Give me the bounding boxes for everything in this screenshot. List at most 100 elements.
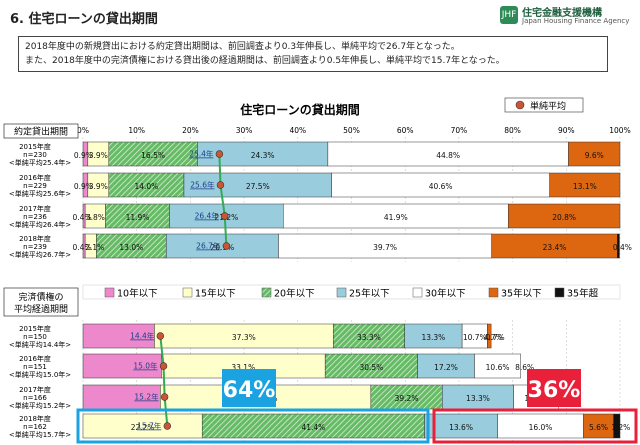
x-tick-label: 80% <box>504 126 521 135</box>
avg-value-label: 14.4年 <box>130 331 155 341</box>
row-year: 2016年度 <box>19 173 51 182</box>
section-label-repaid: 完済債権の <box>18 291 63 303</box>
highlight-value-left: 64% <box>223 378 276 403</box>
summary-line-1: 2018年度中の新規貸出における約定貸出期間は、前回調査より0.3年伸長し、単純… <box>25 42 460 52</box>
data-label: 13.3% <box>421 333 445 342</box>
x-tick-label: 40% <box>289 126 306 135</box>
jhf-logo-icon: JHF <box>500 6 518 24</box>
section-label-box <box>3 123 79 139</box>
logo: JHF 住宅金融支援機構 Japan Housing Finance Agenc… <box>500 4 638 28</box>
bar-segment <box>568 141 621 167</box>
bar-segment <box>324 353 418 379</box>
row-n: n=162 <box>23 423 47 431</box>
x-tick-label: 100% <box>609 126 630 135</box>
x-tick-label: 50% <box>343 126 360 135</box>
data-label: 4.7% <box>484 333 503 342</box>
highlight-box-left <box>76 408 430 444</box>
data-label: 13.6% <box>449 423 473 432</box>
avg-value-label: 25.4年 <box>189 149 214 159</box>
row-average-text: <単純平均15.0年> <box>9 370 71 379</box>
bar-segment <box>283 203 509 229</box>
avg-value-label: 15.2年 <box>134 392 159 402</box>
legend-label: 20年以下 <box>274 288 315 300</box>
data-label: 16.5% <box>141 151 165 160</box>
avg-marker <box>159 362 168 370</box>
avg-value-label: 25.6年 <box>190 180 215 190</box>
row-average-text: <単純平均25.4年> <box>9 158 71 167</box>
data-label: 27.5% <box>246 182 270 191</box>
row-n: n=150 <box>23 333 47 341</box>
data-label: 40.6% <box>429 182 453 191</box>
bar-segment <box>108 172 185 198</box>
avg-value-label: 26.4年 <box>195 211 220 221</box>
data-label: 37.3% <box>232 333 256 342</box>
bar-segment <box>442 384 514 410</box>
data-label: 10.7% <box>463 333 487 342</box>
avg-marker <box>156 332 165 340</box>
bar-segment <box>96 233 167 259</box>
x-tick-label: 70% <box>451 126 468 135</box>
legend-swatch <box>104 287 115 298</box>
row-n: n=230 <box>23 151 47 159</box>
data-label: 0.4% <box>613 243 632 252</box>
avg-legend-box <box>504 97 584 113</box>
bar-segment <box>278 233 492 259</box>
data-label: 0.9% <box>74 182 93 191</box>
row-average-text: <単純平均25.6年> <box>9 189 71 198</box>
bar-segment <box>82 353 162 379</box>
highlight-badge-right <box>527 369 581 407</box>
bar-segment <box>327 141 569 167</box>
data-label: 0.4% <box>73 243 92 252</box>
row-average-text: <単純平均15.7年> <box>9 430 71 439</box>
legend-label: 35年超 <box>567 288 599 300</box>
row-n: n=236 <box>23 213 47 221</box>
legend-label: 30年以下 <box>425 288 466 300</box>
bar-segment <box>82 384 161 410</box>
bar-segment <box>331 172 550 198</box>
highlight-box-right <box>432 408 638 444</box>
data-label: 13.1% <box>573 182 597 191</box>
page-title: 6. 住宅ローンの貸出期間 <box>10 12 158 27</box>
avg-trend-line <box>159 335 169 427</box>
legend-swatch <box>412 287 423 298</box>
section-label-repaid: 平均経過期間 <box>14 303 68 315</box>
x-tick-label: 20% <box>182 126 199 135</box>
summary-line-2: また、2018年度中の完済債権における貸出後の経過期間は、前回調査より0.5年伸… <box>25 56 505 66</box>
logo-name-en: Japan Housing Finance Agency <box>522 17 630 25</box>
legend-swatch <box>336 287 347 298</box>
row-year: 2017年度 <box>19 385 51 394</box>
data-label: 17.2% <box>434 363 458 372</box>
data-label: 16.0% <box>529 423 553 432</box>
avg-value-label: 26.7年 <box>196 241 221 251</box>
row-average-text: <単純平均15.2年> <box>9 401 71 410</box>
legend-label: 15年以下 <box>195 288 236 300</box>
bar-segment <box>617 233 620 259</box>
legend-swatch <box>488 287 499 298</box>
section-label-box <box>3 287 79 317</box>
data-label: 10.6% <box>486 363 510 372</box>
row-year: 2018年度 <box>19 414 51 423</box>
row-year: 2015年度 <box>19 324 51 333</box>
bar-segment <box>154 323 334 349</box>
bar-segment <box>583 413 614 439</box>
bar-segment <box>201 413 425 439</box>
x-tick-label: 60% <box>397 126 414 135</box>
data-label: 30.5% <box>359 363 383 372</box>
row-average-text: <単純平均26.7年> <box>9 250 71 259</box>
section-label-contract: 約定貸出期間 <box>14 126 68 138</box>
legend-swatch <box>554 287 565 298</box>
row-n: n=229 <box>23 182 47 190</box>
row-year: 2017年度 <box>19 204 51 213</box>
legend-swatch <box>182 287 193 298</box>
bar-segment <box>487 323 492 349</box>
category-legend-box <box>82 284 621 300</box>
avg-trend-line <box>218 153 228 247</box>
avg-value-label: 15.7年 <box>137 421 162 431</box>
bar-segment <box>82 323 155 349</box>
row-n: n=239 <box>23 243 47 251</box>
data-label: 33.1% <box>231 363 255 372</box>
x-tick-label: 10% <box>128 126 145 135</box>
bar-segment <box>424 413 498 439</box>
data-label: 0.4% <box>73 213 92 222</box>
